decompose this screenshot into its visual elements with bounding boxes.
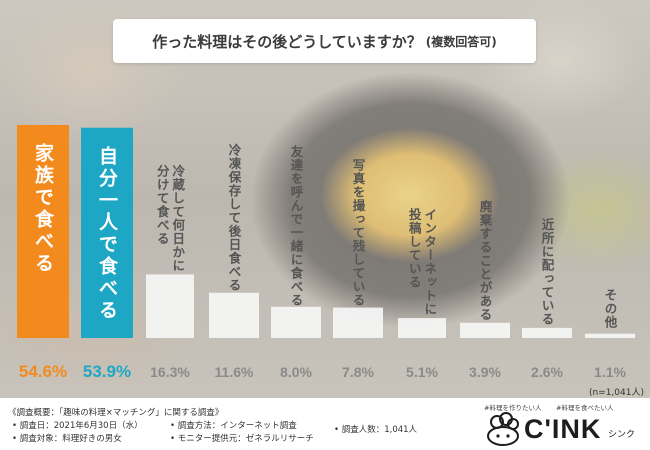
sample-size-note: (n=1,041人) bbox=[588, 388, 644, 398]
cink-logo: #料理を作りたい人 #料理を食べたい人 C'INK シンク bbox=[480, 400, 645, 448]
survey-target: • 調査対象：料理好きの男女 bbox=[12, 434, 122, 444]
chart-title-box: 作った料理はその後どうしていますか？ (複数回答可) bbox=[113, 19, 536, 63]
value-label-7: 3.9% bbox=[469, 364, 501, 380]
category-label-1: 自分一人で食べる bbox=[96, 144, 118, 321]
survey-overview: 《調査概要：「趣味の料理×マッチング」に関する調査》 bbox=[8, 408, 224, 418]
category-label-0: 家族で食べる bbox=[32, 142, 54, 275]
category-label-3: 冷凍保存して後日食べる bbox=[227, 143, 242, 293]
logo-brand: C'INK bbox=[524, 414, 602, 444]
chart-title: 作った料理はその後どうしていますか？ bbox=[152, 32, 422, 51]
bar-8 bbox=[522, 327, 572, 338]
value-label-1: 53.9% bbox=[83, 362, 131, 381]
value-label-5: 7.8% bbox=[342, 364, 374, 380]
survey-method: • 調査方法：インターネット調査 bbox=[170, 421, 297, 431]
value-label-4: 8.0% bbox=[280, 364, 312, 380]
bar-2 bbox=[146, 274, 194, 338]
logo-brand-kana: シンク bbox=[608, 430, 636, 440]
chef-hat-icon bbox=[487, 412, 519, 446]
survey-count: • 調査人数：1,041人 bbox=[334, 425, 418, 435]
bar-3 bbox=[209, 292, 259, 338]
bar-1 bbox=[81, 127, 133, 338]
bar-6 bbox=[398, 318, 446, 338]
value-label-0: 54.6% bbox=[19, 362, 67, 381]
category-label-9: その他 bbox=[603, 289, 618, 330]
category-label-8: 近所に配っている bbox=[540, 217, 555, 326]
category-label-6: 投稿している bbox=[407, 207, 422, 289]
logo-tagline-right: #料理を食べたい人 bbox=[556, 404, 614, 412]
value-label-8: 2.6% bbox=[531, 364, 563, 380]
category-label-6: インターネットに bbox=[422, 208, 437, 316]
bar-5 bbox=[333, 307, 383, 338]
bar-0 bbox=[17, 125, 69, 338]
logo-tagline-left: #料理を作りたい人 bbox=[484, 404, 542, 412]
survey-date: • 調査日：2021年6月30日（水） bbox=[12, 421, 143, 431]
survey-footer: 《調査概要：「趣味の料理×マッチング」に関する調査》 • 調査日：2021年6月… bbox=[0, 398, 650, 450]
survey-provider: • モニター提供元：ゼネラルリサーチ bbox=[170, 434, 314, 444]
bar-9 bbox=[585, 333, 635, 338]
value-label-6: 5.1% bbox=[406, 364, 438, 380]
bar-4 bbox=[271, 306, 321, 338]
value-label-2: 16.3% bbox=[150, 364, 190, 380]
chart-subtitle: (複数回答可) bbox=[425, 34, 497, 49]
value-label-9: 1.1% bbox=[594, 364, 626, 380]
value-label-3: 11.6% bbox=[215, 364, 254, 380]
category-label-5: 写真を撮って残している bbox=[351, 159, 366, 307]
category-label-2: 分けて食べる bbox=[155, 163, 170, 245]
category-label-7: 廃棄することがある bbox=[478, 199, 493, 321]
category-label-4: 友達を呼んで一緒に食べる bbox=[289, 144, 304, 307]
category-label-2: 冷蔵して何日かに bbox=[170, 163, 185, 272]
bar-7 bbox=[460, 322, 510, 338]
